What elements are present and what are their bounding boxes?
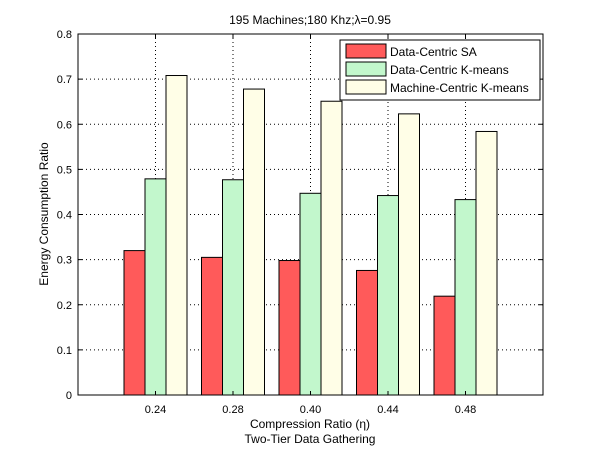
y-tick-label: 0.3	[57, 255, 72, 267]
axis-ticks	[78, 33, 543, 396]
bar-data-centric-k-means-0.48	[454, 199, 477, 396]
x-tick-label: 0.24	[145, 404, 166, 416]
legend-label-data-centric-kmeans: Data-Centric K-means	[390, 63, 509, 77]
chart-title: 195 Machines;180 Khz;λ=0.95	[229, 13, 391, 27]
y-axis-label: Energy Consumption Ratio	[37, 142, 51, 286]
bar-machine-centric-k-means-0.44	[398, 113, 420, 396]
bar-machine-centric-k-means-0.40	[320, 100, 343, 396]
bar-machine-centric-k-means-0.48	[475, 130, 498, 396]
y-tick-label: 0.8	[57, 29, 72, 41]
legend-label-data-centric-sa: Data-Centric SA	[390, 45, 477, 59]
x-axis-label: Compression Ratio (η)	[250, 417, 370, 431]
bar-data-centric-sa-0.48	[433, 295, 456, 396]
legend-swatch-data-centric-kmeans	[345, 61, 387, 77]
x-tick-label: 0.40	[300, 404, 321, 416]
bar-data-centric-sa-0.24	[123, 250, 146, 396]
bar-data-centric-sa-0.28	[201, 256, 223, 396]
bar-machine-centric-k-means-0.28	[243, 88, 265, 396]
bars	[123, 75, 498, 396]
bar-machine-centric-k-means-0.24	[165, 75, 188, 396]
bar-data-centric-sa-0.40	[278, 260, 301, 396]
y-tick-labels: 0 0.1 0.2 0.3 0.4 0.5 0.6 0.7 0.8	[57, 29, 72, 402]
y-tick-label: 0.4	[57, 210, 72, 222]
y-tick-label: 0.5	[57, 164, 72, 176]
x-tick-label: 0.44	[377, 404, 398, 416]
y-tick-label: 0	[66, 390, 72, 402]
bar-data-centric-k-means-0.24	[144, 178, 167, 396]
bar-data-centric-k-means-0.28	[222, 179, 244, 396]
y-tick-label: 0.7	[57, 74, 72, 86]
y-tick-label: 0.2	[57, 300, 72, 312]
x-tick-label: 0.48	[455, 404, 476, 416]
x-tick-labels: 0.24 0.28 0.40 0.44 0.48	[145, 404, 476, 416]
legend-label-machine-centric-kmeans: Machine-Centric K-means	[390, 81, 529, 95]
x-axis-sublabel: Two-Tier Data Gathering	[245, 432, 376, 446]
legend-swatch-machine-centric-kmeans	[345, 79, 387, 95]
bar-data-centric-k-means-0.44	[377, 195, 399, 396]
y-tick-label: 0.1	[57, 345, 72, 357]
x-tick-label: 0.28	[222, 404, 243, 416]
bar-data-centric-sa-0.44	[356, 269, 378, 396]
y-tick-label: 0.6	[57, 119, 72, 131]
bar-data-centric-k-means-0.40	[299, 192, 322, 396]
legend-swatch-data-centric-sa	[345, 43, 387, 59]
legend: Data-Centric SA Data-Centric K-means Mac…	[339, 39, 541, 101]
